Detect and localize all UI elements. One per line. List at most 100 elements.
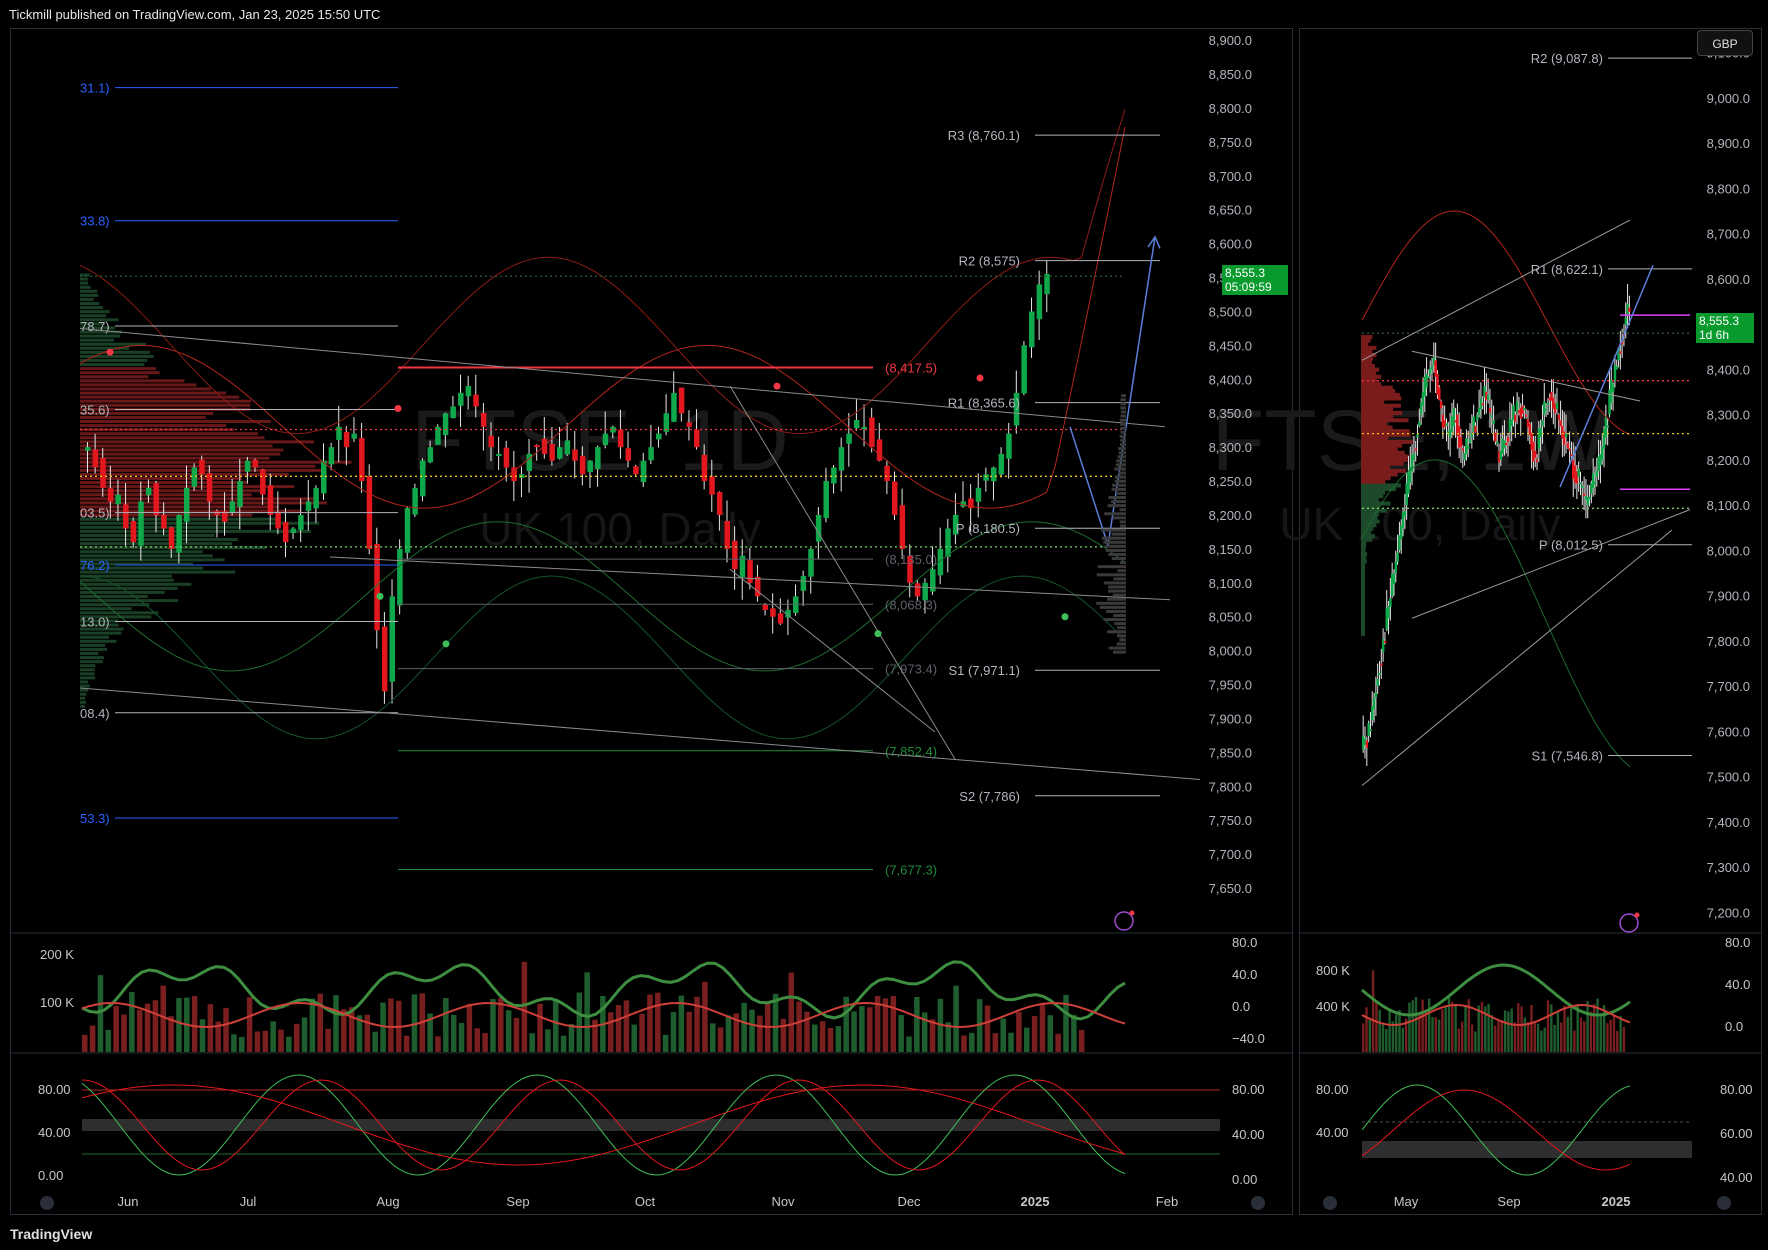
right-volume-profile-bar [1361, 548, 1366, 553]
left-last-price: 8,555.3 [1225, 266, 1266, 280]
left-volume-bar [647, 994, 653, 1052]
right-volume-profile-bar [1361, 349, 1373, 354]
left-session-volume [1112, 650, 1126, 654]
left-oscillator-line [81, 960, 1126, 1021]
right-volume-profile-bar [1361, 356, 1374, 361]
right-candle-body [1510, 419, 1513, 426]
left-volume-bar [505, 1010, 512, 1052]
right-candle-body [1439, 401, 1443, 409]
left-volume-profile-bar [80, 273, 90, 277]
left-volume-bar [992, 1033, 999, 1052]
left-candle-body [945, 528, 951, 557]
right-volume-bar [1474, 1031, 1477, 1052]
right-chart-panel[interactable] [1299, 28, 1762, 1215]
left-candle-body [153, 483, 160, 515]
right-volume-bar [1543, 1027, 1546, 1052]
left-price-tick: 8,650.0 [1209, 203, 1252, 218]
right-candle-body [1465, 438, 1468, 455]
left-candle-body [625, 448, 632, 461]
right-volume-profile-bar [1361, 570, 1365, 575]
right-candle-body [1416, 434, 1419, 438]
left-candle-body [1021, 345, 1027, 394]
right-candle-body [1401, 512, 1405, 528]
left-volume-bar [796, 1001, 802, 1052]
right-volume-profile-bar [1361, 334, 1373, 339]
left-chart-panel[interactable] [10, 28, 1293, 1215]
left-candle-body [100, 458, 106, 488]
right-candle-body [1390, 573, 1394, 596]
left-volume-bar [160, 985, 166, 1052]
left-volume-bar [623, 1000, 630, 1052]
left-price-tick: 7,650.0 [1209, 881, 1252, 896]
right-price-tick: 8,100.0 [1707, 498, 1750, 513]
right-volume-bar [1395, 1014, 1398, 1052]
right-volume-profile-bar [1361, 338, 1371, 343]
left-price-tick: 8,300.0 [1209, 440, 1252, 455]
left-volume-profile-bar [80, 481, 248, 485]
left-volume-bar [239, 1036, 245, 1052]
left-session-volume [1114, 479, 1126, 483]
left-volume-bar [176, 998, 182, 1052]
right-volume-profile-bar [1361, 389, 1396, 394]
left-level-label: (7,852.4) [885, 744, 937, 759]
left-candle-body [640, 460, 647, 483]
right-candle-body [1497, 450, 1501, 463]
left-candle-body [861, 426, 868, 430]
left-session-volume [1120, 439, 1126, 443]
right-volume-profile-bar [1361, 490, 1386, 495]
left-volume-profile-bar [80, 354, 154, 358]
left-price-tick: 8,350.0 [1209, 406, 1252, 421]
left-volume-profile-bar [80, 489, 265, 493]
left-session-volume [1112, 593, 1126, 597]
left-session-volume [1112, 516, 1126, 520]
left-volume-profile-bar [80, 525, 241, 529]
right-volume-bar [1546, 1000, 1550, 1052]
left-candle-body [716, 492, 723, 515]
right-candle-body [1485, 392, 1488, 401]
left-pivot-label: S2 (7,786) [959, 789, 1020, 804]
left-volume-profile-bar [80, 330, 122, 334]
left-volume-profile-bar [80, 375, 149, 379]
left-volume-bar [1055, 1033, 1061, 1052]
right-candle-body [1481, 403, 1485, 406]
right-volume-profile-bar [1361, 631, 1365, 636]
left-candle-body [161, 514, 167, 529]
left-volume-bar [827, 1027, 834, 1052]
left-candle-body [183, 487, 190, 522]
left-candle-body [419, 460, 426, 497]
left-volume-bar [490, 999, 496, 1052]
left-fib-label: 08.4) [80, 706, 110, 721]
left-session-volume [1113, 614, 1126, 618]
left-price-tick: 8,450.0 [1209, 338, 1252, 353]
right-stoch-tick-right: 40.00 [1720, 1170, 1753, 1185]
left-candle-body [145, 487, 152, 496]
right-price-tick: 9,000.0 [1707, 91, 1750, 106]
right-volume-bar [1437, 1019, 1441, 1052]
right-candle-body [1447, 431, 1450, 434]
right-candle-body [1378, 673, 1381, 676]
left-volume-bar [199, 1019, 206, 1052]
left-candle-body [488, 435, 494, 448]
tradingview-logo[interactable]: TradingView [10, 1226, 93, 1242]
left-candle-body [914, 583, 921, 597]
right-volume-profile-bar [1361, 501, 1391, 506]
left-volume-profile-bar [80, 566, 204, 570]
left-candle-body [891, 481, 898, 515]
left-candle-body [678, 387, 685, 414]
left-candle-body [724, 520, 731, 549]
right-volume-bar [1606, 1023, 1609, 1052]
left-countdown: 05:09:59 [1225, 280, 1272, 294]
currency-button[interactable]: GBP [1697, 30, 1753, 56]
left-candle-body [343, 431, 350, 448]
left-volume-bar [317, 993, 323, 1052]
right-candle-body [1597, 456, 1600, 472]
left-volume-bar [1047, 1015, 1054, 1052]
left-volume-bar [325, 1028, 331, 1052]
right-watermark-name: UK 100, Daily [1279, 498, 1560, 550]
left-candle-body [412, 487, 418, 515]
right-volume-tick: 800 K [1316, 963, 1350, 978]
right-candle-body [1561, 425, 1564, 439]
left-candle-body [503, 447, 510, 468]
auto-scale-icon [1717, 1196, 1731, 1210]
